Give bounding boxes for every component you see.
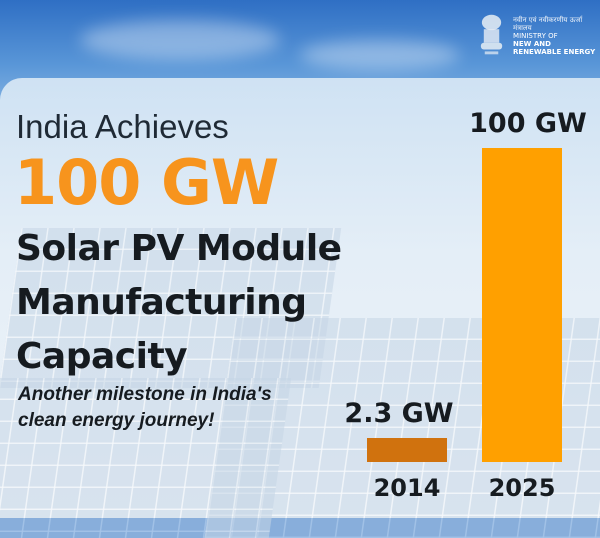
headline-body: Solar PV Module Manufacturing Capacity [16,222,342,384]
headline-line: Manufacturing [16,282,307,323]
cloud [300,40,460,70]
bar-2014 [367,438,447,462]
headline-line: Solar PV Module [16,228,342,269]
logo-hindi-text: नवीन एवं नवीकरणीय ऊर्जा मंत्रालय [513,16,583,32]
data-label-2025: 100 GW [469,108,587,139]
headline-intro: India Achieves [16,108,229,145]
logo-line2: NEW AND [513,40,551,48]
x-tick-label-2014: 2014 [373,474,441,502]
x-tick-label-2025: 2025 [488,474,556,502]
subtitle-line: Another milestone in India's [18,384,272,405]
headline-highlight: 100 GW [14,146,279,219]
subtitle: Another milestone in India's clean energ… [18,382,272,434]
subtitle-line: clean energy journey! [18,410,215,431]
cloud [80,20,280,60]
logo-line3: RENEWABLE ENERGY [513,48,596,56]
national-emblem-icon [480,14,503,55]
logo-line1: MINISTRY OF [513,32,558,40]
data-label-2014: 2.3 GW [344,398,454,429]
bar-2025 [482,148,562,462]
headline-line: Capacity [16,336,188,377]
ministry-logo: नवीन एवं नवीकरणीय ऊर्जा मंत्रालय MINISTR… [478,12,600,58]
